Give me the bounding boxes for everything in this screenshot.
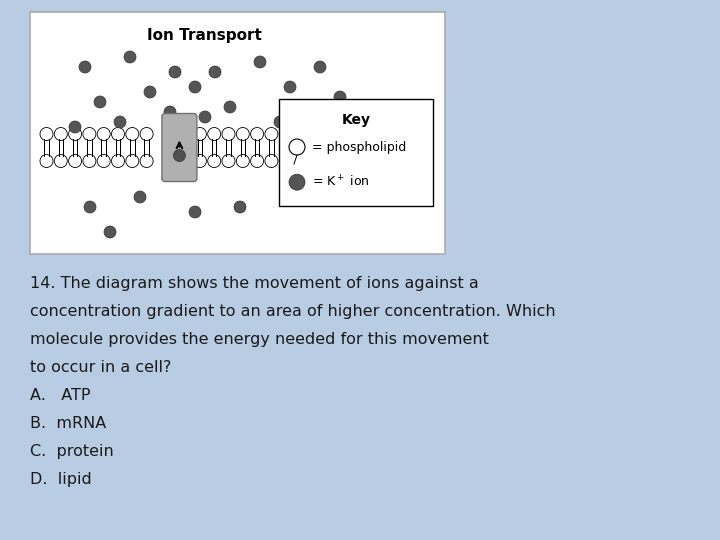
Text: molecule provides the energy needed for this movement: molecule provides the energy needed for … <box>30 332 489 347</box>
Circle shape <box>199 111 211 123</box>
Bar <box>30 12 445 254</box>
Circle shape <box>222 154 235 167</box>
Circle shape <box>209 66 221 78</box>
Circle shape <box>112 154 125 167</box>
Text: concentration gradient to an area of higher concentration. Which: concentration gradient to an area of hig… <box>30 304 556 319</box>
Circle shape <box>164 106 176 118</box>
Circle shape <box>54 154 67 167</box>
Circle shape <box>254 56 266 68</box>
Circle shape <box>189 81 201 93</box>
Circle shape <box>126 127 139 140</box>
Circle shape <box>112 127 125 140</box>
Circle shape <box>308 154 321 167</box>
Circle shape <box>334 91 346 103</box>
Circle shape <box>236 127 249 140</box>
Circle shape <box>251 154 264 167</box>
Circle shape <box>40 127 53 140</box>
Circle shape <box>68 154 81 167</box>
Circle shape <box>194 154 207 167</box>
Circle shape <box>194 127 207 140</box>
Circle shape <box>169 66 181 78</box>
Circle shape <box>83 127 96 140</box>
Circle shape <box>140 127 153 140</box>
Circle shape <box>126 154 139 167</box>
Circle shape <box>308 127 321 140</box>
Circle shape <box>94 96 106 108</box>
Circle shape <box>279 154 292 167</box>
Circle shape <box>84 201 96 213</box>
Circle shape <box>54 127 67 140</box>
Circle shape <box>40 154 53 167</box>
Circle shape <box>140 154 153 167</box>
Circle shape <box>97 127 110 140</box>
Text: Ion Transport: Ion Transport <box>147 28 262 43</box>
Circle shape <box>279 127 292 140</box>
Text: C.  protein: C. protein <box>30 444 114 459</box>
Text: A.   ATP: A. ATP <box>30 388 91 403</box>
Circle shape <box>251 127 264 140</box>
Circle shape <box>314 61 326 73</box>
Circle shape <box>134 191 146 203</box>
Circle shape <box>265 127 278 140</box>
Circle shape <box>289 174 305 190</box>
Circle shape <box>224 101 236 113</box>
Circle shape <box>236 154 249 167</box>
Text: 14. The diagram shows the movement of ions against a: 14. The diagram shows the movement of io… <box>30 276 479 291</box>
Circle shape <box>144 86 156 98</box>
Circle shape <box>83 154 96 167</box>
Bar <box>279 99 433 206</box>
Circle shape <box>104 226 116 238</box>
Circle shape <box>189 206 201 218</box>
Text: Key: Key <box>341 113 370 127</box>
Circle shape <box>114 116 126 128</box>
Circle shape <box>174 150 186 161</box>
Text: B.  mRNA: B. mRNA <box>30 416 107 431</box>
Circle shape <box>294 127 307 140</box>
Circle shape <box>207 127 221 140</box>
Circle shape <box>265 154 278 167</box>
Circle shape <box>69 121 81 133</box>
Circle shape <box>68 127 81 140</box>
Circle shape <box>207 154 221 167</box>
Circle shape <box>124 51 136 63</box>
Circle shape <box>79 61 91 73</box>
Circle shape <box>294 154 307 167</box>
Circle shape <box>222 127 235 140</box>
Circle shape <box>234 201 246 213</box>
Circle shape <box>284 81 296 93</box>
Text: D.  lipid: D. lipid <box>30 472 91 487</box>
Circle shape <box>274 116 286 128</box>
Text: = K$^+$ ion: = K$^+$ ion <box>312 174 370 190</box>
Text: = phospholipid: = phospholipid <box>312 140 406 153</box>
Circle shape <box>97 154 110 167</box>
FancyBboxPatch shape <box>162 113 197 181</box>
Text: to occur in a cell?: to occur in a cell? <box>30 360 171 375</box>
Circle shape <box>289 139 305 155</box>
